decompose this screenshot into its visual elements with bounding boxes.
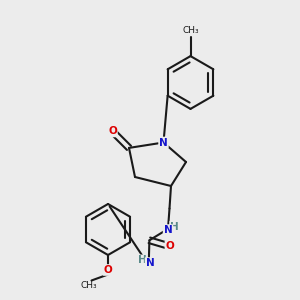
Text: N: N bbox=[164, 225, 172, 235]
Text: H: H bbox=[138, 255, 147, 266]
Text: O: O bbox=[103, 265, 112, 275]
Text: CH₃: CH₃ bbox=[80, 281, 97, 290]
Text: N: N bbox=[159, 137, 168, 148]
Text: O: O bbox=[108, 126, 117, 136]
Text: N: N bbox=[146, 258, 154, 268]
Text: O: O bbox=[165, 241, 174, 251]
Text: CH₃: CH₃ bbox=[182, 26, 199, 35]
Text: H: H bbox=[170, 221, 179, 232]
